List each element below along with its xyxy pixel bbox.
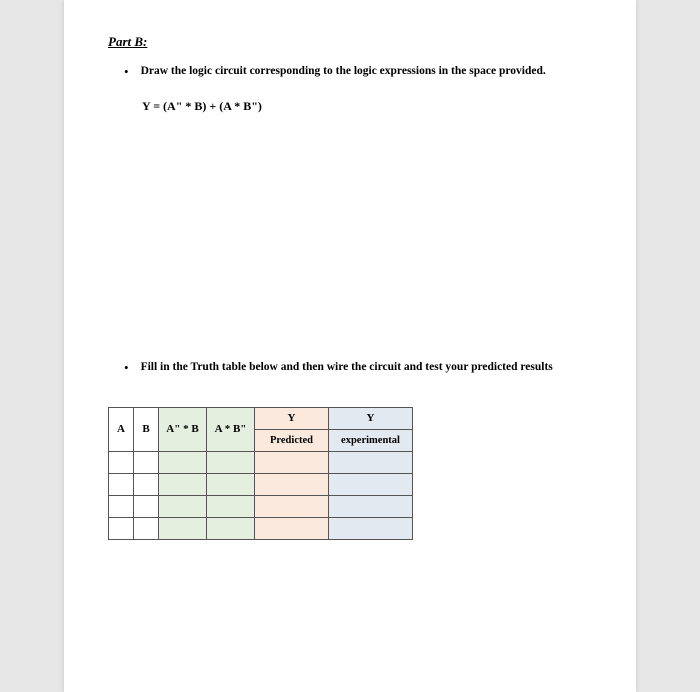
cell [109, 473, 134, 495]
bullet-item-2: • Fill in the Truth table below and then… [124, 360, 592, 377]
bullet-text-1: Draw the logic circuit corresponding to … [141, 64, 546, 81]
cell [255, 495, 329, 517]
cell [255, 451, 329, 473]
col-subheader-y2: experimental [329, 429, 413, 451]
cell [109, 451, 134, 473]
col-header-c: A" * B [159, 407, 207, 451]
truth-table: A B A" * B A * B" Y Y Predicted experime… [108, 407, 413, 540]
bullet-item-1: • Draw the logic circuit corresponding t… [124, 64, 592, 81]
col-subheader-y1: Predicted [255, 429, 329, 451]
bullet-text-2: Fill in the Truth table below and then w… [141, 360, 553, 377]
cell [159, 451, 207, 473]
col-header-a: A [109, 407, 134, 451]
col-header-b: B [134, 407, 159, 451]
cell [207, 517, 255, 539]
cell [329, 451, 413, 473]
cell [109, 495, 134, 517]
cell [329, 495, 413, 517]
bullet-icon: • [124, 64, 129, 81]
document-page: Part B: • Draw the logic circuit corresp… [64, 0, 636, 692]
table-row [109, 473, 413, 495]
cell [109, 517, 134, 539]
cell [134, 517, 159, 539]
cell [207, 451, 255, 473]
cell [207, 473, 255, 495]
col-header-d: A * B" [207, 407, 255, 451]
bullet-icon: • [124, 360, 129, 377]
logic-expression: Y = (A" * B) + (A * B") [142, 99, 592, 114]
part-title: Part B: [108, 34, 592, 50]
table-body [109, 451, 413, 539]
cell [329, 517, 413, 539]
cell [159, 517, 207, 539]
cell [255, 517, 329, 539]
col-header-y1: Y [255, 407, 329, 429]
table-row [109, 495, 413, 517]
cell [134, 495, 159, 517]
cell [159, 495, 207, 517]
cell [255, 473, 329, 495]
cell [159, 473, 207, 495]
cell [329, 473, 413, 495]
drawing-space [108, 114, 592, 360]
cell [134, 451, 159, 473]
table-row [109, 517, 413, 539]
col-header-y2: Y [329, 407, 413, 429]
cell [207, 495, 255, 517]
table-row [109, 451, 413, 473]
cell [134, 473, 159, 495]
table-header-row-1: A B A" * B A * B" Y Y [109, 407, 413, 429]
